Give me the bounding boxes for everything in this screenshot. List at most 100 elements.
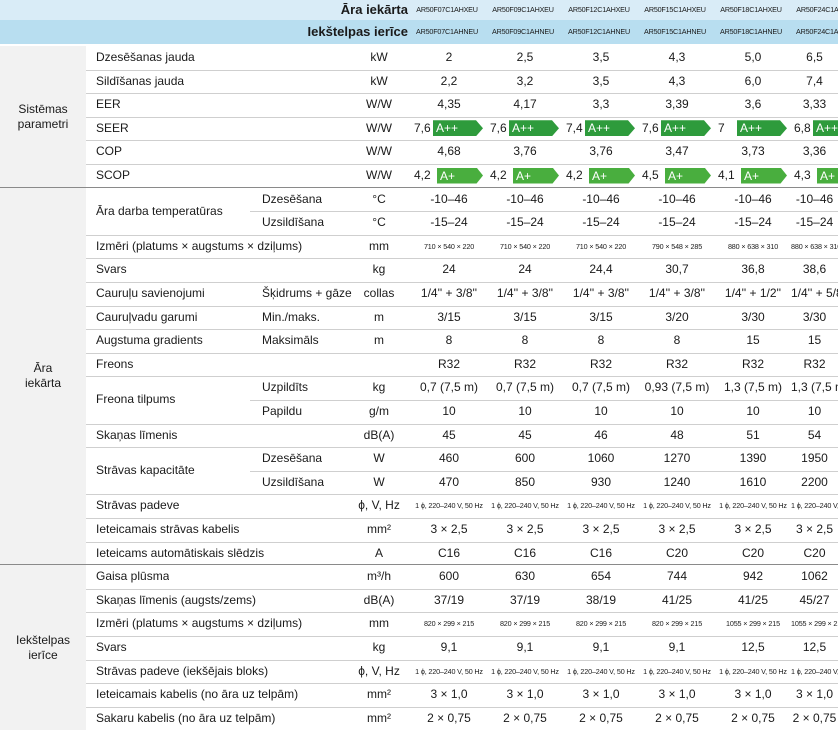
spec-value: 7,6 (642, 120, 659, 135)
row-divider (86, 69, 838, 71)
spec-unit: dB(A) (363, 427, 395, 442)
spec-unit: mm² (367, 687, 391, 702)
spec-unit: kg (372, 640, 386, 654)
row-divider (86, 541, 838, 543)
spec-unit: kW (370, 73, 388, 88)
spec-value: 2 × 0,75 (792, 710, 837, 725)
spec-value: 0,93 (7,5 m) (644, 380, 710, 395)
spec-value: 820 × 299 × 215 (575, 619, 627, 629)
spec-value: 4,1 (718, 168, 735, 182)
spec-value: 3,6 (744, 97, 762, 112)
indoor-model-header: Iekštelpas ierīce AR50F07C1AHNEU AR50F09C… (0, 20, 838, 44)
group-label: Iekštelpas ierīce (15, 632, 71, 662)
outdoor-model-header: Āra iekārta AR50F07C1AHXEU AR50F09C1AHXEU… (0, 0, 838, 20)
spec-unit: mm (369, 238, 389, 253)
row-divider (86, 706, 838, 708)
spec-value: 3,76 (513, 144, 537, 159)
spec-value: R32 (665, 356, 688, 371)
spec-value: 654 (590, 569, 612, 584)
spec-value: 4,3 (668, 73, 686, 88)
spec-value: 820 × 299 × 215 (499, 619, 551, 629)
spec-value: 600 (514, 451, 536, 466)
row-divider (86, 352, 838, 354)
energy-class-badge: A++ (661, 120, 711, 137)
spec-sublabel: Uzsildīšana (262, 474, 325, 489)
row-divider (86, 234, 838, 236)
row-divider (86, 659, 838, 661)
spec-value: 1 ϕ, 220–240 V, 50 Hz (719, 666, 787, 676)
spec-value: 7,4 (806, 73, 823, 88)
spec-unit: m³/h (367, 569, 391, 584)
row-divider (250, 400, 838, 401)
spec-value: 12,5 (802, 640, 827, 654)
spec-value: 1 ϕ, 220–240 V, 50 Hz (643, 501, 711, 511)
spec-value: 460 (438, 451, 460, 466)
spec-value: 38,6 (802, 262, 827, 277)
spec-value: 15 (746, 333, 760, 348)
spec-unit: °C (372, 215, 386, 230)
spec-value: 2,2 (440, 73, 458, 88)
spec-value: R32 (513, 356, 536, 371)
spec-value: -15–24 (658, 215, 696, 230)
spec-value: 36,8 (741, 262, 765, 277)
spec-value: 9,1 (592, 640, 610, 654)
spec-value: 3,47 (665, 144, 689, 159)
spec-unit: g/m (368, 404, 389, 418)
spec-value: 54 (807, 427, 822, 442)
spec-value: 3 × 1,0 (734, 687, 772, 702)
spec-label: Skaņas līmenis (96, 427, 178, 442)
spec-label: Strāvas kapacitāte (96, 463, 195, 478)
spec-value: 470 (438, 474, 460, 489)
group-background (0, 187, 86, 566)
energy-class-badge: A++ (813, 120, 838, 137)
row-divider (86, 588, 838, 590)
spec-value: 1 ϕ, 220–240 V, 50 Hz (719, 501, 787, 511)
spec-value: 1 ϕ, 220–240 V, 50 Hz (415, 501, 483, 511)
spec-value: 3,76 (589, 144, 613, 159)
spec-value: C20 (803, 545, 826, 560)
indoor-model-name: AR50F07C1AHNEU (416, 27, 478, 36)
spec-sublabel: Uzpildīts (262, 380, 309, 395)
row-divider (86, 376, 838, 378)
spec-value: 1055 × 299 × 215 (726, 619, 780, 629)
spec-unit: mm² (367, 710, 391, 725)
spec-value: 46 (594, 427, 608, 442)
spec-unit: W/W (366, 168, 392, 182)
spec-label: SEER (96, 120, 129, 135)
spec-value: 820 × 299 × 215 (651, 619, 703, 629)
spec-value: R32 (437, 356, 460, 371)
spec-label: Izmēri (platums × augstums × dziļums) (96, 238, 303, 253)
spec-value: 45 (518, 427, 532, 442)
outdoor-model-name: AR50F24C1AHXEU (796, 5, 838, 14)
spec-value: 3 × 1,0 (506, 687, 544, 702)
spec-value: -10–46 (582, 191, 620, 206)
energy-class-badge: A+ (513, 167, 559, 184)
spec-value: -15–24 (430, 215, 468, 230)
spec-unit: kg (372, 262, 386, 277)
spec-sublabel: Maksimāls (262, 333, 319, 348)
energy-class-badge: A++ (509, 120, 559, 137)
outdoor-unit-label: Āra iekārta (340, 2, 408, 17)
spec-unit: m (374, 309, 384, 324)
spec-value: 9,1 (516, 640, 534, 654)
spec-value: R32 (741, 356, 764, 371)
spec-label: Ieteicams automātiskais slēdzis (96, 545, 265, 560)
spec-value: 1 ϕ, 220–240 V, 50 Hz (791, 666, 838, 676)
spec-value: 3 × 2,5 (658, 522, 696, 536)
spec-value: 880 × 638 × 310 (727, 241, 779, 251)
spec-unit: mm (369, 616, 389, 631)
row-divider (86, 329, 838, 331)
spec-unit: W/W (366, 97, 392, 112)
spec-value: 0,7 (7,5 m) (495, 380, 555, 395)
spec-value: 9,1 (668, 640, 686, 654)
spec-value: C20 (665, 545, 688, 560)
spec-value: 10 (442, 404, 456, 418)
row-divider (86, 282, 838, 283)
spec-unit: W/W (366, 144, 392, 159)
spec-value: 6,5 (806, 50, 823, 64)
group-label: Sistēmas parametri (17, 101, 69, 131)
spec-value: 41/25 (737, 592, 769, 607)
spec-value: C16 (437, 545, 460, 560)
spec-value: 3/20 (665, 309, 689, 324)
spec-value: 3 × 1,0 (795, 687, 834, 702)
